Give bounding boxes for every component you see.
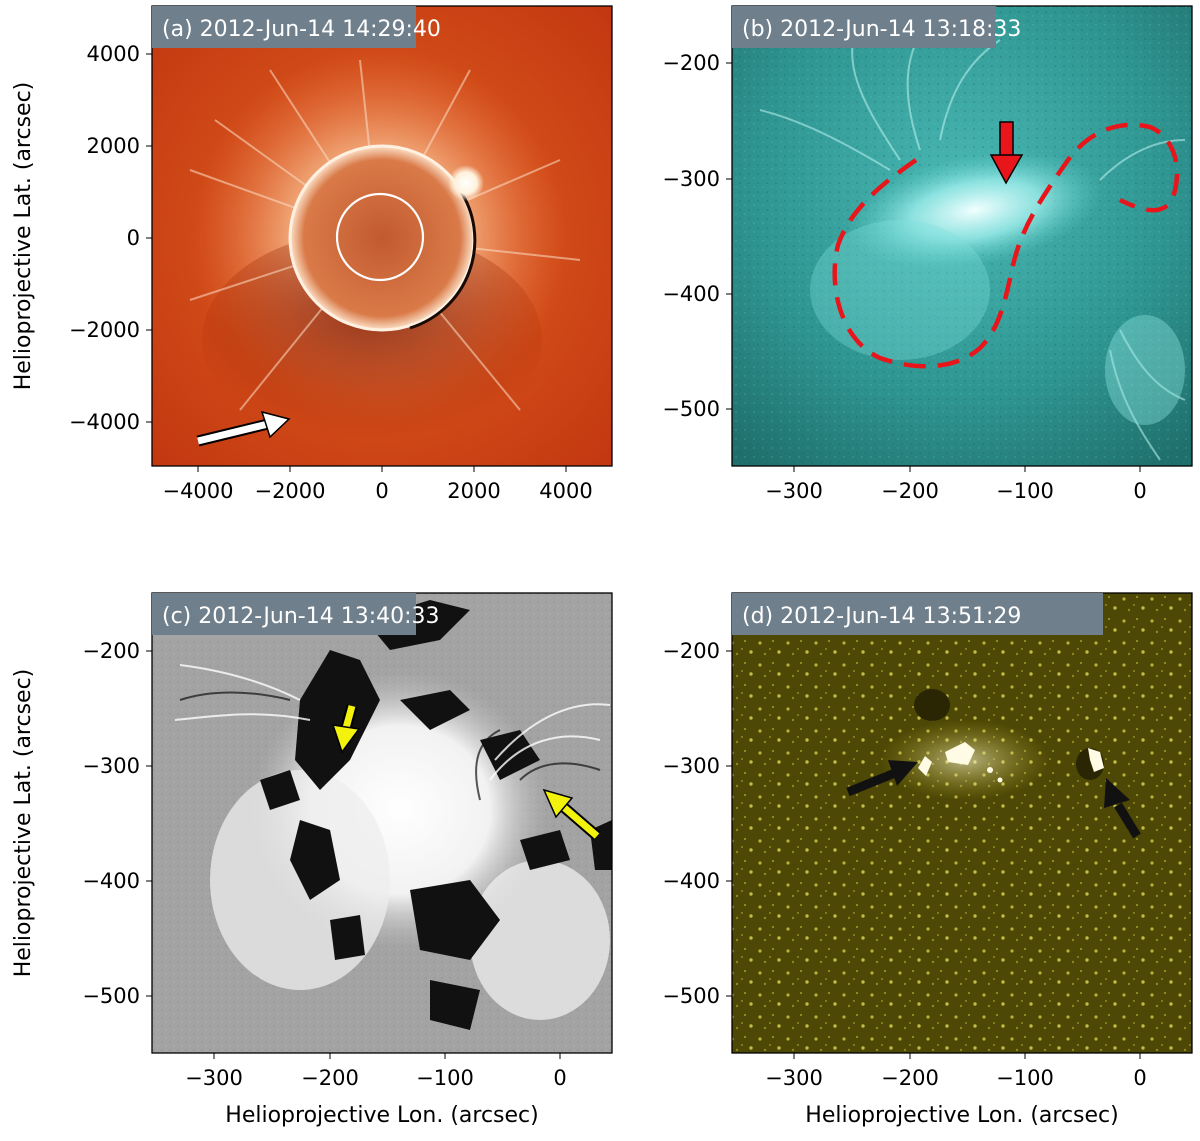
x-tick-label: 2000 (447, 479, 500, 503)
y-tick-label: −500 (82, 984, 140, 1008)
x-tick-label: −200 (881, 1066, 939, 1090)
y-tick-label: 4000 (87, 42, 140, 66)
x-tick-label: −100 (996, 479, 1054, 503)
y-tick-label: −300 (82, 754, 140, 778)
panel-a: (a) 2012-Jun-14 14:29:40 4000 2000 0 −20… (69, 5, 613, 503)
x-tick-label: −300 (765, 1066, 823, 1090)
panel-d-label-box (732, 593, 1103, 635)
x-axis-label-left: Helioprojective Lon. (arcsec) (225, 1103, 538, 1128)
panel-b-x-ticks: −300 −200 −100 0 (765, 466, 1147, 503)
panel-c-x-ticks: −300 −200 −100 0 (185, 1053, 567, 1090)
x-tick-label: −300 (765, 479, 823, 503)
x-tick-label: −100 (416, 1066, 474, 1090)
panel-b-arrow (989, 121, 1024, 185)
y-tick-label: −200 (662, 639, 720, 663)
panel-b-label: (b) 2012-Jun-14 13:18:33 (742, 17, 1021, 42)
x-tick-label: 0 (375, 479, 388, 503)
x-axis-label-right: Helioprojective Lon. (arcsec) (805, 1103, 1118, 1128)
y-tick-label: −400 (662, 869, 720, 893)
x-tick-label: −2000 (254, 479, 325, 503)
x-tick-label: 0 (553, 1066, 566, 1090)
x-tick-label: −4000 (162, 479, 233, 503)
panel-a-image (152, 6, 612, 466)
y-axis-label-bottom: Helioprojective Lat. (arcsec) (11, 669, 36, 978)
panel-c: (c) 2012-Jun-14 13:40:33 −200 −300 −400 … (82, 592, 613, 1090)
x-tick-label: 0 (1133, 479, 1146, 503)
panel-c-y-ticks: −200 −300 −400 −500 (82, 639, 152, 1008)
panel-a-label-box (152, 6, 416, 48)
x-tick-label: 0 (1133, 1066, 1146, 1090)
y-tick-label: −200 (82, 639, 140, 663)
panel-a-y-ticks: 4000 2000 0 −2000 −4000 (69, 42, 152, 434)
x-tick-label: −200 (881, 479, 939, 503)
panel-a-arrow (196, 410, 291, 447)
panel-a-x-ticks: −4000 −2000 0 2000 4000 (162, 466, 593, 503)
y-tick-label: −4000 (69, 410, 140, 434)
panel-d-arrow-1 (846, 760, 918, 797)
y-tick-label: 2000 (87, 134, 140, 158)
y-tick-label: 0 (127, 226, 140, 250)
sun-disk-circle (335, 192, 425, 282)
x-tick-label: −300 (185, 1066, 243, 1090)
y-tick-label: −400 (662, 282, 720, 306)
panel-b: (b) 2012-Jun-14 13:18:33 −200 −300 −400 … (662, 5, 1193, 503)
y-tick-label: −400 (82, 869, 140, 893)
panel-b-y-ticks: −200 −300 −400 −500 (662, 51, 732, 421)
x-tick-label: −200 (301, 1066, 359, 1090)
x-tick-label: 4000 (539, 479, 592, 503)
x-tick-label: −100 (996, 1066, 1054, 1090)
y-axis-label-top: Helioprojective Lat. (arcsec) (11, 82, 36, 391)
panel-a-label: (a) 2012-Jun-14 14:29:40 (162, 17, 441, 42)
panel-b-dashed-outline (832, 122, 1180, 369)
panel-d-image (732, 593, 1192, 1053)
y-tick-label: −300 (662, 167, 720, 191)
panel-c-label: (c) 2012-Jun-14 13:40:33 (162, 604, 440, 629)
panel-c-label-box (152, 593, 416, 635)
panel-c-arrow-1 (331, 704, 361, 754)
panel-c-arrow-2 (542, 788, 601, 841)
panel-d: (d) 2012-Jun-14 13:51:29 −200 −300 −400 … (662, 592, 1193, 1090)
y-tick-label: −2000 (69, 318, 140, 342)
panel-d-x-ticks: −300 −200 −100 0 (765, 1053, 1147, 1090)
panel-b-label-box (732, 6, 996, 48)
panel-d-label: (d) 2012-Jun-14 13:51:29 (742, 604, 1021, 629)
panel-b-image (732, 6, 1192, 466)
y-tick-label: −200 (662, 51, 720, 75)
y-tick-label: −500 (662, 397, 720, 421)
y-tick-label: −300 (662, 754, 720, 778)
panel-d-arrow-2 (1104, 778, 1141, 839)
y-tick-label: −500 (662, 984, 720, 1008)
panel-d-y-ticks: −200 −300 −400 −500 (662, 639, 732, 1008)
panel-c-image (152, 593, 612, 1053)
